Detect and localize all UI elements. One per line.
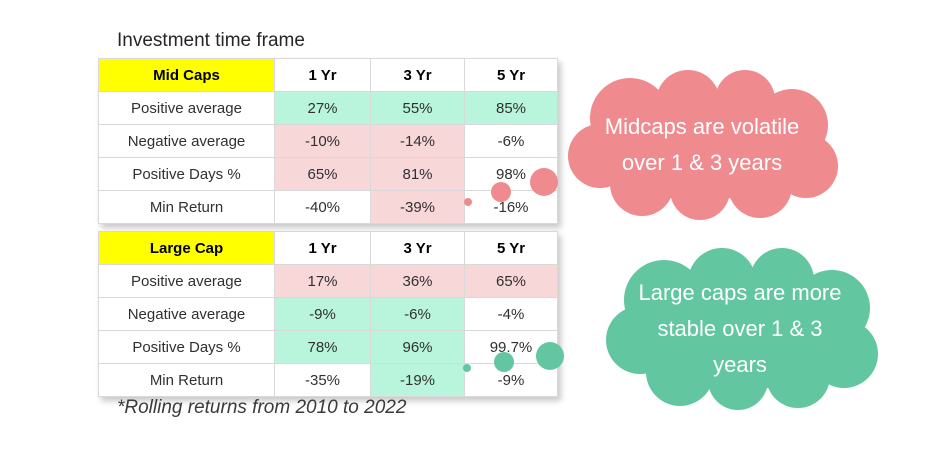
- table-row: Positive average 17% 36% 65%: [98, 264, 558, 298]
- row-label: Negative average: [98, 124, 275, 158]
- row-label: Min Return: [98, 363, 275, 397]
- table-cell: -10%: [274, 124, 371, 158]
- callout-bubble-medium: [491, 182, 511, 202]
- largecap-table: Large Cap 1 Yr 3 Yr 5 Yr Positive averag…: [98, 231, 558, 397]
- cloud-shape: [606, 248, 878, 410]
- table-cell: 65%: [464, 264, 558, 298]
- table-cell: -14%: [370, 124, 465, 158]
- row-label: Min Return: [98, 190, 275, 224]
- row-label: Positive Days %: [98, 157, 275, 191]
- table-cell: -40%: [274, 190, 371, 224]
- callout-bubble-small: [463, 364, 471, 372]
- midcaps-callout-text: Midcaps are volatile over 1 & 3 years: [604, 114, 800, 175]
- table-caption: Investment time frame: [117, 30, 305, 51]
- footnote: *Rolling returns from 2010 to 2022: [117, 397, 407, 418]
- table-row: Positive Days % 78% 96% 99.7%: [98, 330, 558, 364]
- callout-bubble-medium: [494, 352, 514, 372]
- table-cell: 55%: [370, 91, 465, 125]
- largecaps-callout-cloud: Large caps are more stable over 1 & 3 ye…: [600, 248, 880, 410]
- table-row: Positive Days % 65% 81% 98%: [98, 157, 558, 191]
- table-cell: 96%: [370, 330, 465, 364]
- table-header-row: Large Cap 1 Yr 3 Yr 5 Yr: [98, 231, 558, 265]
- row-label: Negative average: [98, 297, 275, 331]
- table-title-cell: Mid Caps: [98, 58, 275, 92]
- table-header-row: Mid Caps 1 Yr 3 Yr 5 Yr: [98, 58, 558, 92]
- callout-bubble-large: [536, 342, 564, 370]
- table-row: Positive average 27% 55% 85%: [98, 91, 558, 125]
- table-cell: -4%: [464, 297, 558, 331]
- table-row: Min Return -35% -19% -9%: [98, 363, 558, 397]
- table-cell: 78%: [274, 330, 371, 364]
- row-label: Positive average: [98, 91, 275, 125]
- table-cell: 36%: [370, 264, 465, 298]
- table-title-cell: Large Cap: [98, 231, 275, 265]
- row-label: Positive Days %: [98, 330, 275, 364]
- column-header: 5 Yr: [464, 231, 558, 265]
- callout-bubble-large: [530, 168, 558, 196]
- midcaps-callout-cloud: Midcaps are volatile over 1 & 3 years: [560, 70, 844, 220]
- column-header: 5 Yr: [464, 58, 558, 92]
- table-cell: -6%: [370, 297, 465, 331]
- column-header: 3 Yr: [370, 231, 465, 265]
- column-header: 3 Yr: [370, 58, 465, 92]
- table-cell: -6%: [464, 124, 558, 158]
- table-cell: -35%: [274, 363, 371, 397]
- row-label: Positive average: [98, 264, 275, 298]
- table-cell: -39%: [370, 190, 465, 224]
- column-header: 1 Yr: [274, 58, 371, 92]
- table-cell: 85%: [464, 91, 558, 125]
- midcap-table: Mid Caps 1 Yr 3 Yr 5 Yr Positive average…: [98, 58, 558, 224]
- table-cell: 17%: [274, 264, 371, 298]
- table-row: Min Return -40% -39% -16%: [98, 190, 558, 224]
- table-cell: -19%: [370, 363, 465, 397]
- callout-bubble-small: [464, 198, 472, 206]
- table-row: Negative average -9% -6% -4%: [98, 297, 558, 331]
- largecaps-callout-text: Large caps are more stable over 1 & 3 ye…: [638, 280, 842, 377]
- table-cell: -9%: [274, 297, 371, 331]
- table-cell: 65%: [274, 157, 371, 191]
- cloud-shape: [568, 70, 838, 220]
- table-cell: 81%: [370, 157, 465, 191]
- column-header: 1 Yr: [274, 231, 371, 265]
- table-row: Negative average -10% -14% -6%: [98, 124, 558, 158]
- table-cell: 27%: [274, 91, 371, 125]
